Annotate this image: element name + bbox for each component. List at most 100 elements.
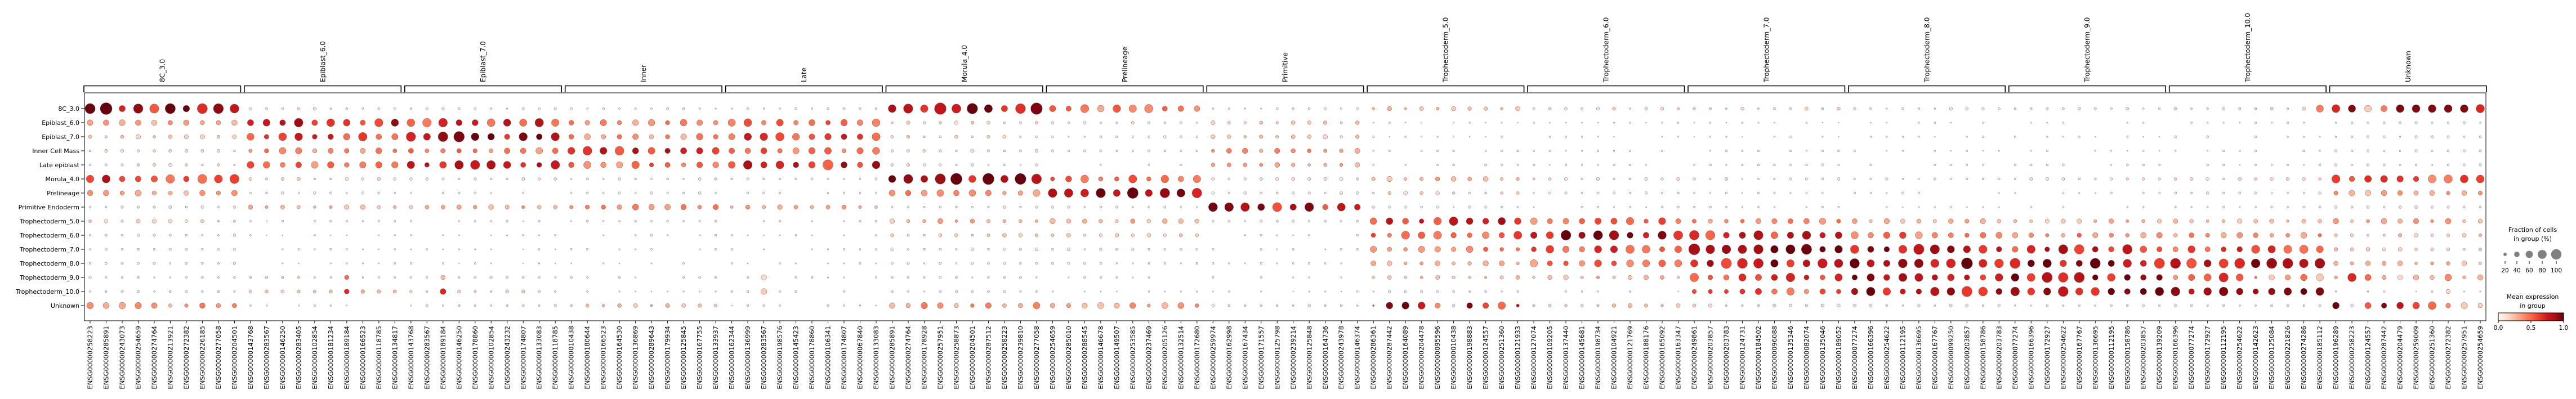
dot xyxy=(2014,178,2016,180)
dot xyxy=(2302,304,2305,307)
dot xyxy=(2030,150,2032,152)
dot xyxy=(2126,206,2128,208)
dot xyxy=(442,304,444,307)
gene-tick-label: ENSG00000125845 xyxy=(680,326,687,389)
dot xyxy=(151,119,158,126)
dot xyxy=(217,219,220,223)
dot xyxy=(586,248,589,250)
dot xyxy=(346,234,347,236)
dot xyxy=(503,161,511,169)
dot xyxy=(1738,274,1747,281)
dot xyxy=(137,248,140,251)
gene-tick-label: ENSG00000106341 xyxy=(824,326,832,389)
dot xyxy=(650,262,653,264)
dot xyxy=(1276,107,1279,110)
dot xyxy=(2445,289,2451,294)
dot xyxy=(247,119,254,126)
dot xyxy=(1869,178,1872,180)
dot xyxy=(346,192,348,194)
dot xyxy=(1886,122,1888,124)
dot xyxy=(920,104,928,113)
dot xyxy=(682,276,685,279)
dot xyxy=(699,248,701,250)
dot xyxy=(1064,189,1073,198)
dot xyxy=(231,119,238,126)
dot xyxy=(1517,122,1519,124)
dot xyxy=(233,262,236,265)
dot xyxy=(1388,205,1391,209)
dot xyxy=(986,219,990,223)
dot xyxy=(2030,206,2032,208)
dot xyxy=(1930,259,1940,268)
dot xyxy=(586,107,588,110)
dot xyxy=(1725,107,1727,110)
dot xyxy=(985,302,992,309)
dot xyxy=(939,262,942,265)
dot xyxy=(2367,121,2369,124)
dot xyxy=(1356,248,1359,251)
dot xyxy=(1019,276,1022,279)
dot xyxy=(746,177,749,181)
dot xyxy=(1689,230,1699,240)
dot xyxy=(1164,290,1166,293)
dot xyxy=(2444,104,2453,113)
dot xyxy=(2445,303,2451,308)
dot xyxy=(233,234,236,237)
dot xyxy=(825,120,831,125)
dot xyxy=(2254,206,2257,208)
dot xyxy=(2046,136,2048,138)
dot xyxy=(1981,136,1984,138)
dot xyxy=(617,303,622,308)
dot xyxy=(827,248,829,250)
dot xyxy=(1146,233,1151,237)
dot xyxy=(890,248,894,251)
dot xyxy=(2030,122,2032,124)
dot xyxy=(1354,204,1361,210)
dot xyxy=(1819,217,1826,225)
dot xyxy=(2316,105,2324,113)
dot xyxy=(649,134,654,140)
dot xyxy=(779,262,781,264)
dot xyxy=(329,205,333,209)
dot xyxy=(1613,136,1615,138)
dot xyxy=(1067,248,1070,251)
dot xyxy=(521,290,525,293)
dot xyxy=(1629,164,1631,166)
dot xyxy=(761,120,767,125)
dot xyxy=(1160,188,1170,198)
dot xyxy=(1035,276,1038,279)
dot xyxy=(1435,191,1440,195)
gene-tick-label: ENSG00000174807 xyxy=(840,326,848,389)
dot xyxy=(1404,205,1407,209)
dot xyxy=(1275,219,1279,223)
dot xyxy=(490,177,493,181)
dot xyxy=(1337,203,1346,212)
dot xyxy=(1836,219,1841,223)
dot xyxy=(153,290,155,293)
dot xyxy=(1019,149,1022,153)
dot xyxy=(329,178,332,180)
dot xyxy=(1259,120,1263,125)
dot xyxy=(1642,245,1650,254)
dot xyxy=(1933,177,1936,181)
dot xyxy=(120,149,124,153)
dot xyxy=(442,248,444,250)
dot xyxy=(1003,149,1006,153)
dot xyxy=(2414,205,2418,209)
dot xyxy=(89,248,91,250)
dot xyxy=(1980,274,1986,281)
dot xyxy=(1372,290,1374,293)
dot xyxy=(2414,262,2418,265)
dot xyxy=(2234,258,2245,269)
dot xyxy=(2334,163,2338,167)
dot xyxy=(2446,247,2450,252)
dot xyxy=(2334,234,2338,237)
dot xyxy=(1355,191,1359,195)
dot xyxy=(2302,205,2305,209)
dot xyxy=(86,174,95,183)
dot xyxy=(489,276,493,279)
dot xyxy=(922,149,926,153)
dot xyxy=(761,274,767,281)
dot xyxy=(1916,218,1922,224)
dot xyxy=(1355,120,1360,125)
